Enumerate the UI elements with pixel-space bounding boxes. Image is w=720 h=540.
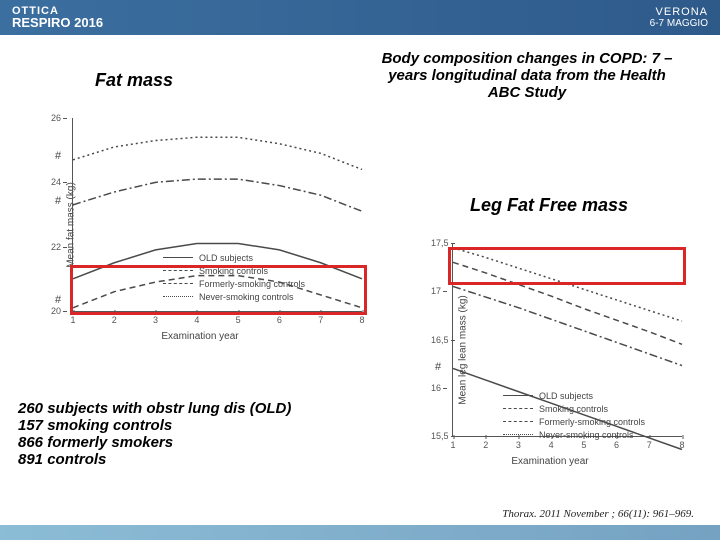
header-city: VERONA xyxy=(650,6,708,18)
x-tick: 2 xyxy=(483,440,488,450)
hash-marker: # xyxy=(55,195,61,207)
title-fat-mass: Fat mass xyxy=(95,70,173,91)
bottom-bar xyxy=(0,525,720,540)
x-tick: 4 xyxy=(194,315,199,325)
y-tick: 20 xyxy=(51,306,61,316)
x-tick: 5 xyxy=(236,315,241,325)
logo-left: OTTICA RESPIRO 2016 xyxy=(12,7,103,29)
y-tick: 16 xyxy=(431,383,441,393)
x-tick: 2 xyxy=(112,315,117,325)
x-tick: 4 xyxy=(549,440,554,450)
hash-marker: # xyxy=(55,294,61,306)
hash-marker: # xyxy=(55,150,61,162)
footer-line-2: 866 formerly smokers xyxy=(18,434,291,451)
x-tick: 7 xyxy=(647,440,652,450)
legend-item: Never-smoking controls xyxy=(503,428,645,441)
x-tick: 1 xyxy=(70,315,75,325)
x-tick: 7 xyxy=(318,315,323,325)
x-tick: 8 xyxy=(679,440,684,450)
y-tick: 17 xyxy=(431,286,441,296)
y-tick: 15,5 xyxy=(431,431,449,441)
red-box-chart2 xyxy=(448,247,686,285)
footer-subjects: 260 subjects with obstr lung dis (OLD) 1… xyxy=(18,400,291,468)
chart2-xlabel: Examination year xyxy=(511,456,588,467)
x-tick: 5 xyxy=(581,440,586,450)
title-leg-ffm: Leg Fat Free mass xyxy=(470,195,628,216)
chart2-legend: OLD subjectsSmoking controlsFormerly-smo… xyxy=(503,389,645,441)
citation: Thorax. 2011 November ; 66(11): 961–969. xyxy=(502,508,694,520)
footer-line-3: 891 controls xyxy=(18,451,291,468)
legend-item: OLD subjects xyxy=(503,389,645,402)
hash-marker: # xyxy=(435,361,441,373)
chart1-xlabel: Examination year xyxy=(161,331,238,342)
x-tick: 3 xyxy=(516,440,521,450)
header-bar: OTTICA RESPIRO 2016 VERONA 6-7 MAGGIO xyxy=(0,0,720,35)
x-tick: 1 xyxy=(450,440,455,450)
logo-right: VERONA 6-7 MAGGIO xyxy=(650,6,708,29)
y-tick: 16,5 xyxy=(431,335,449,345)
legend-item: OLD subjects xyxy=(163,251,305,264)
x-tick: 6 xyxy=(614,440,619,450)
logo-bottom: RESPIRO 2016 xyxy=(12,17,103,29)
title-body-composition: Body composition changes in COPD: 7 –yea… xyxy=(372,50,682,101)
footer-line-1: 157 smoking controls xyxy=(18,417,291,434)
footer-line-0: 260 subjects with obstr lung dis (OLD) xyxy=(18,400,291,417)
x-tick: 3 xyxy=(153,315,158,325)
header-date: 6-7 MAGGIO xyxy=(650,18,708,29)
y-tick: 17,5 xyxy=(431,238,449,248)
y-tick: 26 xyxy=(51,113,61,123)
x-tick: 6 xyxy=(277,315,282,325)
y-tick: 22 xyxy=(51,242,61,252)
y-tick: 24 xyxy=(51,177,61,187)
legend-item: Formerly-smoking controls xyxy=(503,415,645,428)
legend-item: Smoking controls xyxy=(503,402,645,415)
x-tick: 8 xyxy=(359,315,364,325)
red-box-chart1 xyxy=(70,265,367,315)
